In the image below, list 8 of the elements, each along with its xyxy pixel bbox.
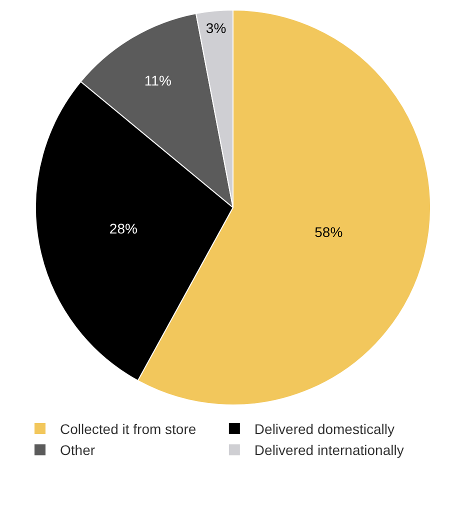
data-label: 58%: [314, 224, 343, 240]
data-label: 3%: [206, 20, 226, 36]
legend-label: Delivered domestically: [254, 420, 394, 437]
legend-label: Other: [60, 442, 96, 458]
data-label: 28%: [109, 220, 138, 236]
legend-label: Collected it from store: [60, 420, 196, 437]
legend-label: Delivered internationally: [254, 442, 404, 458]
data-label: 11%: [144, 72, 172, 89]
